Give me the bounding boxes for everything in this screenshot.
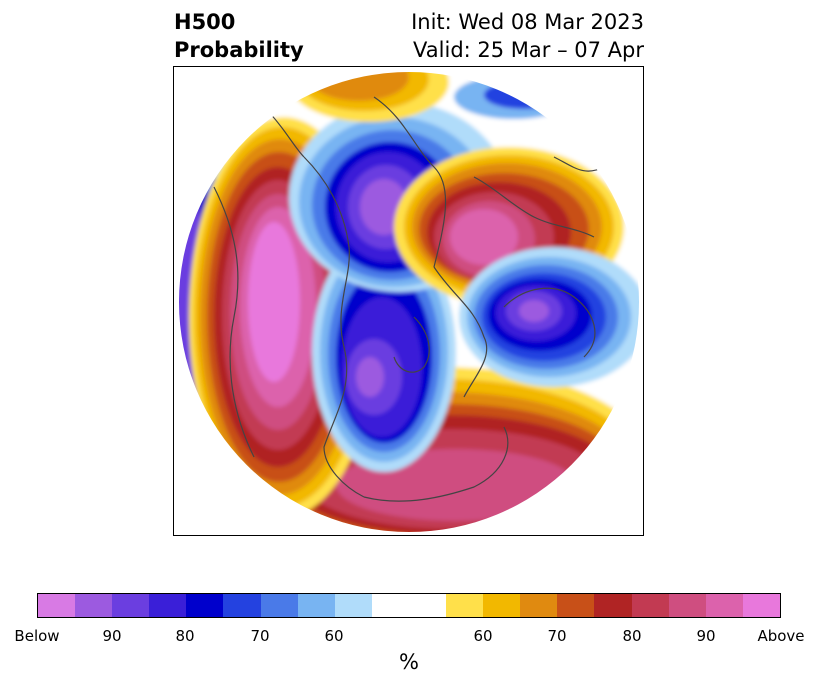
- colorbar-segment: [446, 594, 484, 617]
- colorbar-segment: [594, 594, 632, 617]
- colorbar-segment: [149, 594, 187, 617]
- colorbar-tick-label: 70: [547, 627, 567, 645]
- colorbar-tick-label: 70: [250, 627, 270, 645]
- colorbar-segment: [223, 594, 261, 617]
- map-title: H500 Probability: [174, 8, 304, 64]
- colorbar-tick-label: 80: [622, 627, 642, 645]
- colorbar-tick-label: 90: [102, 627, 122, 645]
- colorbar-segment: [520, 594, 558, 617]
- forecast-dates: Init: Wed 08 Mar 2023 Valid: 25 Mar – 07…: [411, 8, 644, 64]
- anomaly-western-canada-below: [312, 232, 456, 472]
- colorbar-tick-label: 90: [696, 627, 716, 645]
- title-quantity: Probability: [174, 38, 304, 62]
- colorbar-segment: [668, 594, 706, 617]
- colorbar-segment: [371, 594, 447, 617]
- colorbar-segment: [742, 594, 780, 617]
- probability-map: [173, 66, 644, 536]
- init-date: Init: Wed 08 Mar 2023: [411, 10, 644, 34]
- anomaly-europe-below: [459, 247, 639, 387]
- colorbar-segment: [334, 594, 372, 617]
- colorbar-tick-label: 60: [473, 627, 493, 645]
- colorbar-segment: [297, 594, 335, 617]
- colorbar-segment: [260, 594, 298, 617]
- valid-range: Valid: 25 Mar – 07 Apr: [413, 38, 644, 62]
- colorbar-tick-label: Below: [14, 627, 60, 645]
- anomaly-top-right-below: [454, 75, 574, 119]
- title-variable: H500: [174, 10, 236, 34]
- colorbar-segment: [557, 594, 595, 617]
- colorbar-segment: [186, 594, 224, 617]
- colorbar-tick-label: 80: [175, 627, 195, 645]
- coastlines: [213, 96, 639, 502]
- colorbar-tick-label: 60: [324, 627, 344, 645]
- colorbar-segment: [112, 594, 150, 617]
- probability-colorbar: [37, 593, 781, 618]
- colorbar-segment: [631, 594, 669, 617]
- map-canvas: [179, 72, 639, 532]
- colorbar-tick-label: Above: [757, 627, 805, 645]
- colorbar-unit-label: %: [399, 650, 419, 674]
- colorbar-segment: [483, 594, 521, 617]
- colorbar-segment: [705, 594, 743, 617]
- colorbar-segment: [75, 594, 113, 617]
- colorbar-segment: [38, 594, 76, 617]
